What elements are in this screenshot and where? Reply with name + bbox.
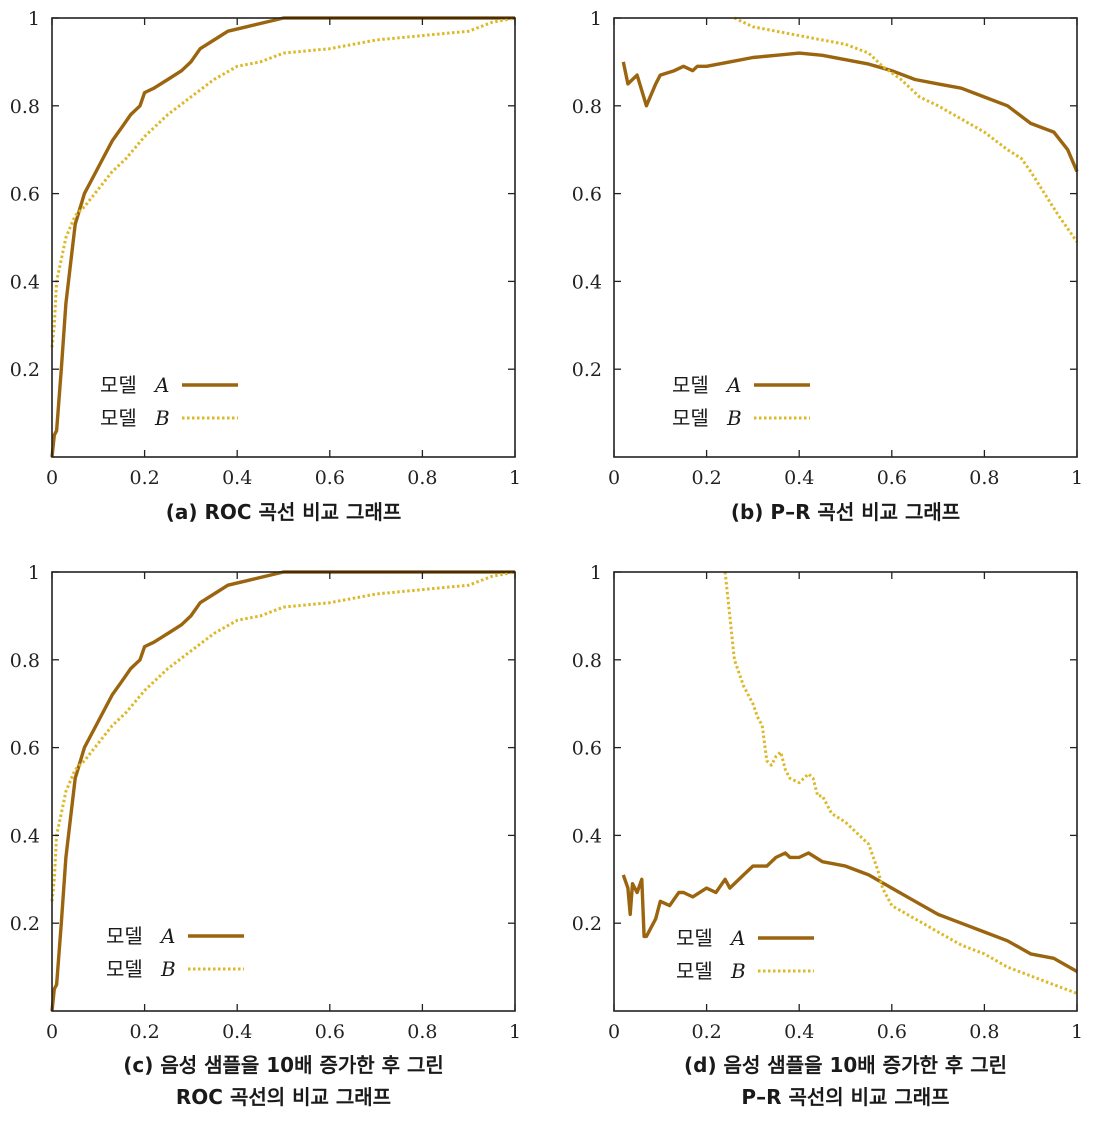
x-tick-label: 0.2 [691, 1021, 721, 1043]
legend-entry-model-a: 모델 A [672, 373, 810, 397]
x-tick-label: 0.8 [969, 467, 999, 489]
chart-panel-2: 0 0.2 0.4 0.6 0.8 1 0.2 0.4 0.6 0.8 1 모델 A 모델 B (b) P–R… [572, 8, 1083, 524]
y-tick-label: 0.8 [572, 96, 602, 118]
y-tick-label: 0.6 [572, 184, 602, 206]
x-tick-label: 0.2 [129, 1021, 159, 1043]
y-tick-label: 0.6 [10, 184, 40, 206]
legend-entry-model-b: 모델 B [100, 406, 238, 430]
x-tick-label: 0.4 [784, 1021, 814, 1043]
y-tick-label: 0.6 [572, 738, 602, 760]
legend-variable: A [725, 373, 741, 397]
y-tick-label: 0.4 [572, 271, 602, 293]
legend-entry-model-b: 모델 B [106, 957, 244, 981]
legend-label: 모델 [676, 959, 713, 983]
x-tick-label: 0.4 [222, 1021, 252, 1043]
legend-entry-model-a: 모델 A [106, 924, 244, 948]
y-tick-label: 0.2 [572, 913, 602, 935]
legend-variable: B [726, 406, 742, 430]
x-tick-label: 0.4 [222, 467, 252, 489]
panel-caption: (d) 음성 샘플을 10배 증가한 후 그린 [684, 1053, 1007, 1077]
y-tick-label: 0.8 [10, 96, 40, 118]
panel-caption: ROC 곡선의 비교 그래프 [176, 1085, 391, 1109]
y-tick-label: 0.4 [10, 271, 40, 293]
x-tick-label: 1 [509, 1021, 521, 1043]
y-tick-label: 0.8 [572, 650, 602, 672]
series-line-model-a [621, 851, 1078, 973]
legend-entry-model-a: 모델 A [100, 373, 238, 397]
x-tick-label: 0.6 [315, 1021, 345, 1043]
x-tick-label: 0.6 [877, 467, 907, 489]
series-line-model-a [50, 570, 515, 1012]
y-tick-label: 1 [28, 8, 40, 30]
legend-entry-model-b: 모델 B [676, 959, 814, 983]
series-line-model-b [733, 16, 1079, 243]
panel-caption: (c) 음성 샘플을 10배 증가한 후 그린 [123, 1053, 444, 1077]
legend-variable: A [159, 924, 175, 948]
legend-variable: B [154, 406, 170, 430]
y-tick-label: 0.2 [572, 359, 602, 381]
y-tick-label: 1 [590, 8, 602, 30]
x-tick-label: 0 [608, 1021, 620, 1043]
plot-frame [51, 571, 516, 1012]
legend-label: 모델 [676, 926, 713, 950]
x-tick-label: 0.6 [315, 467, 345, 489]
plot-frame [51, 17, 516, 458]
y-tick-label: 1 [28, 562, 40, 584]
x-tick-label: 0.8 [407, 1021, 437, 1043]
legend-entry-model-b: 모델 B [672, 406, 810, 430]
plot-frame [613, 571, 1078, 1012]
legend-variable: B [160, 957, 176, 981]
legend-variable: A [153, 373, 169, 397]
legend-label: 모델 [100, 406, 137, 430]
x-tick-label: 0.4 [784, 467, 814, 489]
series-line-model-b [50, 16, 516, 348]
x-tick-label: 0.2 [691, 467, 721, 489]
x-tick-label: 1 [509, 467, 521, 489]
legend-variable: B [730, 959, 746, 983]
x-tick-label: 0.6 [877, 1021, 907, 1043]
x-tick-label: 0.2 [129, 467, 159, 489]
legend-label: 모델 [672, 373, 709, 397]
legend-label: 모델 [106, 924, 143, 948]
y-tick-label: 0.8 [10, 650, 40, 672]
x-tick-label: 0 [46, 467, 58, 489]
x-tick-label: 0 [46, 1021, 58, 1043]
series-line-model-a [50, 16, 515, 458]
x-tick-label: 0.8 [407, 467, 437, 489]
y-tick-label: 0.4 [10, 825, 40, 847]
chart-panel-3: 0 0.2 0.4 0.6 0.8 1 0.2 0.4 0.6 0.8 1 모델 A 모델 B (c) 음성 … [10, 562, 521, 1109]
series-line-model-b [50, 570, 516, 902]
y-tick-label: 0.2 [10, 913, 40, 935]
x-tick-label: 1 [1071, 1021, 1083, 1043]
panel-caption: P–R 곡선의 비교 그래프 [741, 1085, 949, 1109]
y-tick-label: 1 [590, 562, 602, 584]
legend-entry-model-a: 모델 A [676, 926, 814, 950]
chart-panel-1: 0 0.2 0.4 0.6 0.8 1 0.2 0.4 0.6 0.8 1 모델 A 모델 B (a) ROC… [10, 8, 521, 524]
y-tick-label: 0.4 [572, 825, 602, 847]
panel-caption: (a) ROC 곡선 비교 그래프 [166, 500, 402, 524]
plot-frame [613, 17, 1078, 458]
panel-caption: (b) P–R 곡선 비교 그래프 [731, 500, 960, 524]
x-tick-label: 0 [608, 467, 620, 489]
y-tick-label: 0.2 [10, 359, 40, 381]
x-tick-label: 1 [1071, 467, 1083, 489]
chart-panel-4: 0 0.2 0.4 0.6 0.8 1 0.2 0.4 0.6 0.8 1 모델 A 모델 B (d) 음성 … [572, 562, 1083, 1109]
legend-label: 모델 [100, 373, 137, 397]
legend-label: 모델 [106, 957, 143, 981]
legend-variable: A [729, 926, 745, 950]
x-tick-label: 0.8 [969, 1021, 999, 1043]
y-tick-label: 0.6 [10, 738, 40, 760]
series-line-model-b [723, 571, 1078, 995]
legend-label: 모델 [672, 406, 709, 430]
series-line-model-a [621, 51, 1079, 173]
